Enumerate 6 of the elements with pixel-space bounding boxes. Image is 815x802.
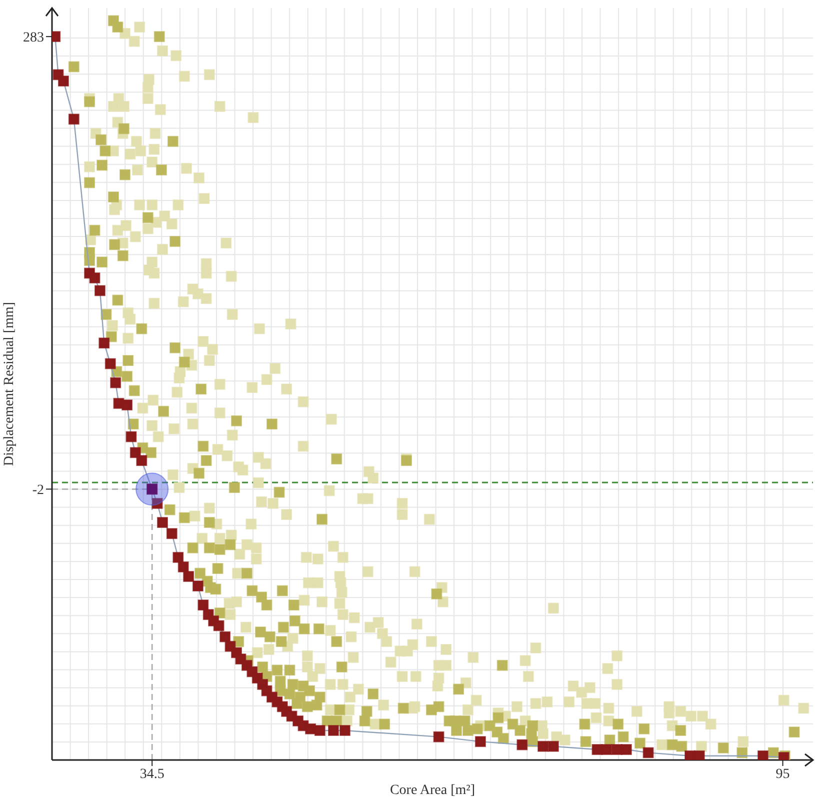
x-tick-label: 34.5 xyxy=(140,766,164,782)
y-tick-label: -2 xyxy=(32,483,44,498)
x-tick-label: 95 xyxy=(776,766,790,782)
x-axis-title: Core Area [m²] xyxy=(390,783,476,798)
y-axis-title: Displacement Residual [mm] xyxy=(2,302,17,466)
y-tick-label: 283 xyxy=(23,30,44,46)
